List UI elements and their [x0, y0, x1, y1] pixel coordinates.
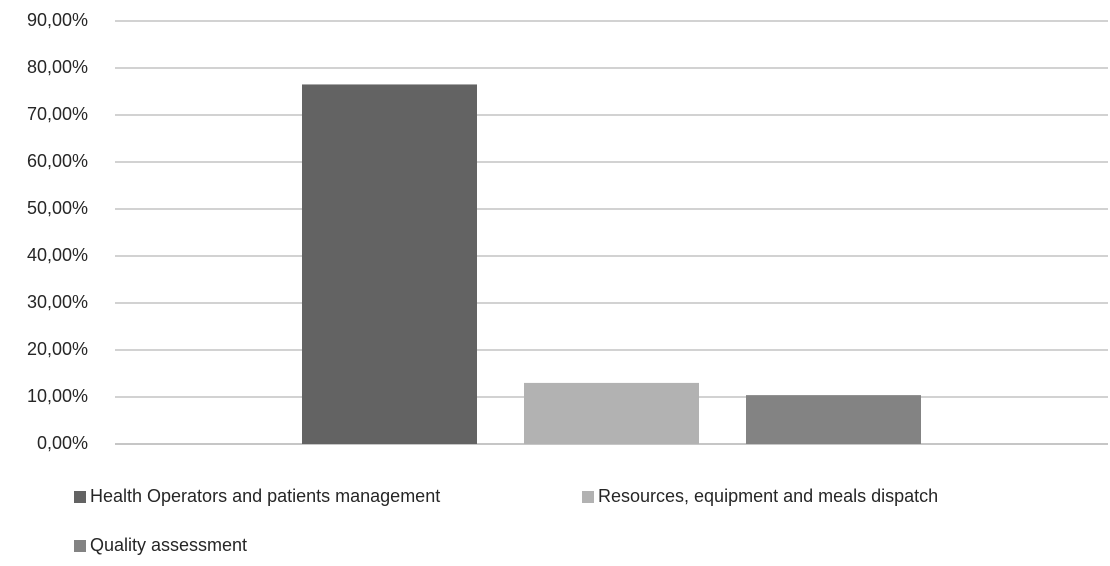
y-tick-label: 30,00%: [27, 292, 88, 312]
y-tick-label: 10,00%: [27, 386, 88, 406]
legend-label: Health Operators and patients management: [90, 486, 440, 506]
bar: [746, 395, 921, 444]
legend-swatch: [582, 491, 594, 503]
y-tick-label: 70,00%: [27, 104, 88, 124]
y-tick-label: 0,00%: [37, 433, 88, 453]
legend-swatch: [74, 491, 86, 503]
y-tick-label: 40,00%: [27, 245, 88, 265]
legend-swatch: [74, 540, 86, 552]
y-tick-label: 50,00%: [27, 198, 88, 218]
legend-label: Resources, equipment and meals dispatch: [598, 486, 938, 506]
y-tick-label: 20,00%: [27, 339, 88, 359]
y-tick-label: 60,00%: [27, 151, 88, 171]
legend-label: Quality assessment: [90, 535, 247, 555]
y-tick-label: 90,00%: [27, 10, 88, 30]
y-tick-label: 80,00%: [27, 57, 88, 77]
bar: [524, 382, 699, 444]
bar: [302, 84, 477, 444]
